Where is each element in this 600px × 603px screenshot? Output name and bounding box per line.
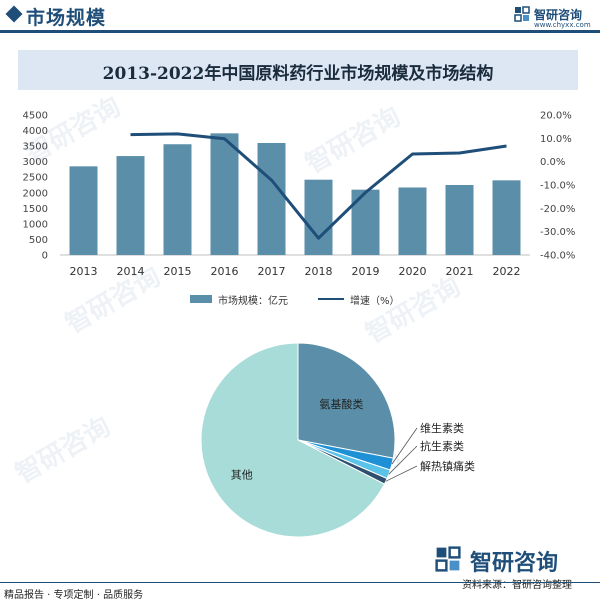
brand-url: www.chyxx.com — [534, 21, 591, 29]
brand-logo-icon — [514, 6, 530, 22]
pie-label: 氨基酸类 — [319, 397, 363, 411]
pie-label: 其他 — [231, 468, 253, 481]
bar — [116, 156, 145, 255]
x-tick-label: 2014 — [117, 265, 145, 278]
pie-slice — [297, 342, 396, 459]
legend-bar-label: 市场规模：亿元 — [218, 296, 288, 307]
bar — [69, 166, 98, 255]
header-rule — [0, 30, 600, 33]
y-left-tick-label: 2500 — [23, 173, 48, 184]
watermark-text: 智研咨询 — [10, 411, 116, 490]
pie-label: 维生素类 — [420, 421, 464, 435]
bar — [210, 133, 239, 255]
y-right-tick-label: -20.0% — [540, 204, 575, 215]
footer-brand-name: 智研咨询 — [470, 551, 559, 576]
y-right-tick-label: -40.0% — [540, 251, 575, 262]
bar — [351, 189, 380, 255]
x-tick-label: 2015 — [164, 265, 192, 278]
combo-chart: 0 500 1000 1500 2000 2500 3000 3500 4000 4500 20.0… — [23, 111, 576, 279]
x-tick-label: 2021 — [446, 265, 474, 278]
pie-label: 解热镇痛类 — [420, 459, 475, 473]
legend-line-swatch — [318, 298, 344, 300]
x-tick-label: 2017 — [258, 265, 286, 278]
y-right-tick-label: 0.0% — [540, 157, 565, 168]
y-left-tick-label: 1500 — [23, 204, 48, 215]
y-left-tick-label: 2000 — [23, 188, 48, 199]
y-left-tick-label: 1000 — [23, 219, 48, 230]
pie-slice — [200, 342, 386, 538]
footer-brand: 智研咨询 — [434, 545, 584, 576]
pie-leader-line — [385, 465, 418, 482]
bar — [304, 179, 333, 255]
footer-tagline: 精品报告 · 专项定制 · 品质服务 — [4, 590, 144, 601]
section-title: 市场规模 — [26, 7, 107, 29]
bar — [257, 143, 286, 255]
diamond-icon — [5, 5, 23, 23]
source-note: 资料来源：智研咨询整理 — [462, 580, 572, 591]
y-left-tick-label: 3500 — [23, 142, 48, 153]
pie-leader-line — [388, 445, 418, 475]
x-tick-label: 2022 — [493, 265, 521, 278]
header-bar: 市场规模 — [0, 0, 600, 30]
x-tick-label: 2019 — [352, 265, 380, 278]
footer-rule — [0, 582, 600, 583]
y-right-tick-label: 20.0% — [540, 111, 572, 122]
x-tick-label: 2013 — [70, 265, 98, 278]
y-left-tick-label: 4000 — [23, 126, 48, 137]
chart-title-box — [18, 50, 578, 90]
chart-title: 2013-2022年中国原料药行业市场规模及市场结构 — [102, 64, 494, 84]
y-left-tick-label: 3000 — [23, 157, 48, 168]
bar — [163, 144, 192, 255]
legend-line-label: 增速（%） — [350, 296, 400, 307]
brand-name: 智研咨询 — [534, 8, 583, 22]
bar — [398, 187, 427, 255]
bar — [445, 185, 474, 255]
pie-label: 抗生素类 — [420, 439, 464, 453]
pie-leader-line — [391, 427, 418, 465]
x-tick-label: 2020 — [399, 265, 427, 278]
y-right-tick-label: -30.0% — [540, 227, 575, 238]
y-left-tick-label: 4500 — [23, 111, 48, 122]
legend-bar-swatch — [190, 295, 212, 303]
x-tick-label: 2018 — [305, 265, 333, 278]
y-right-tick-label: 10.0% — [540, 134, 572, 145]
y-left-tick-label: 500 — [29, 235, 48, 246]
brand-logo-block: 智研咨询 www.chyxx.com — [514, 4, 600, 30]
x-tick-label: 2016 — [211, 265, 239, 278]
brand-logo-icon — [435, 546, 461, 572]
growth-line — [130, 132, 507, 240]
y-left-tick-label: 0 — [42, 251, 48, 262]
bar — [492, 180, 521, 255]
y-right-tick-label: -10.0% — [540, 181, 575, 192]
